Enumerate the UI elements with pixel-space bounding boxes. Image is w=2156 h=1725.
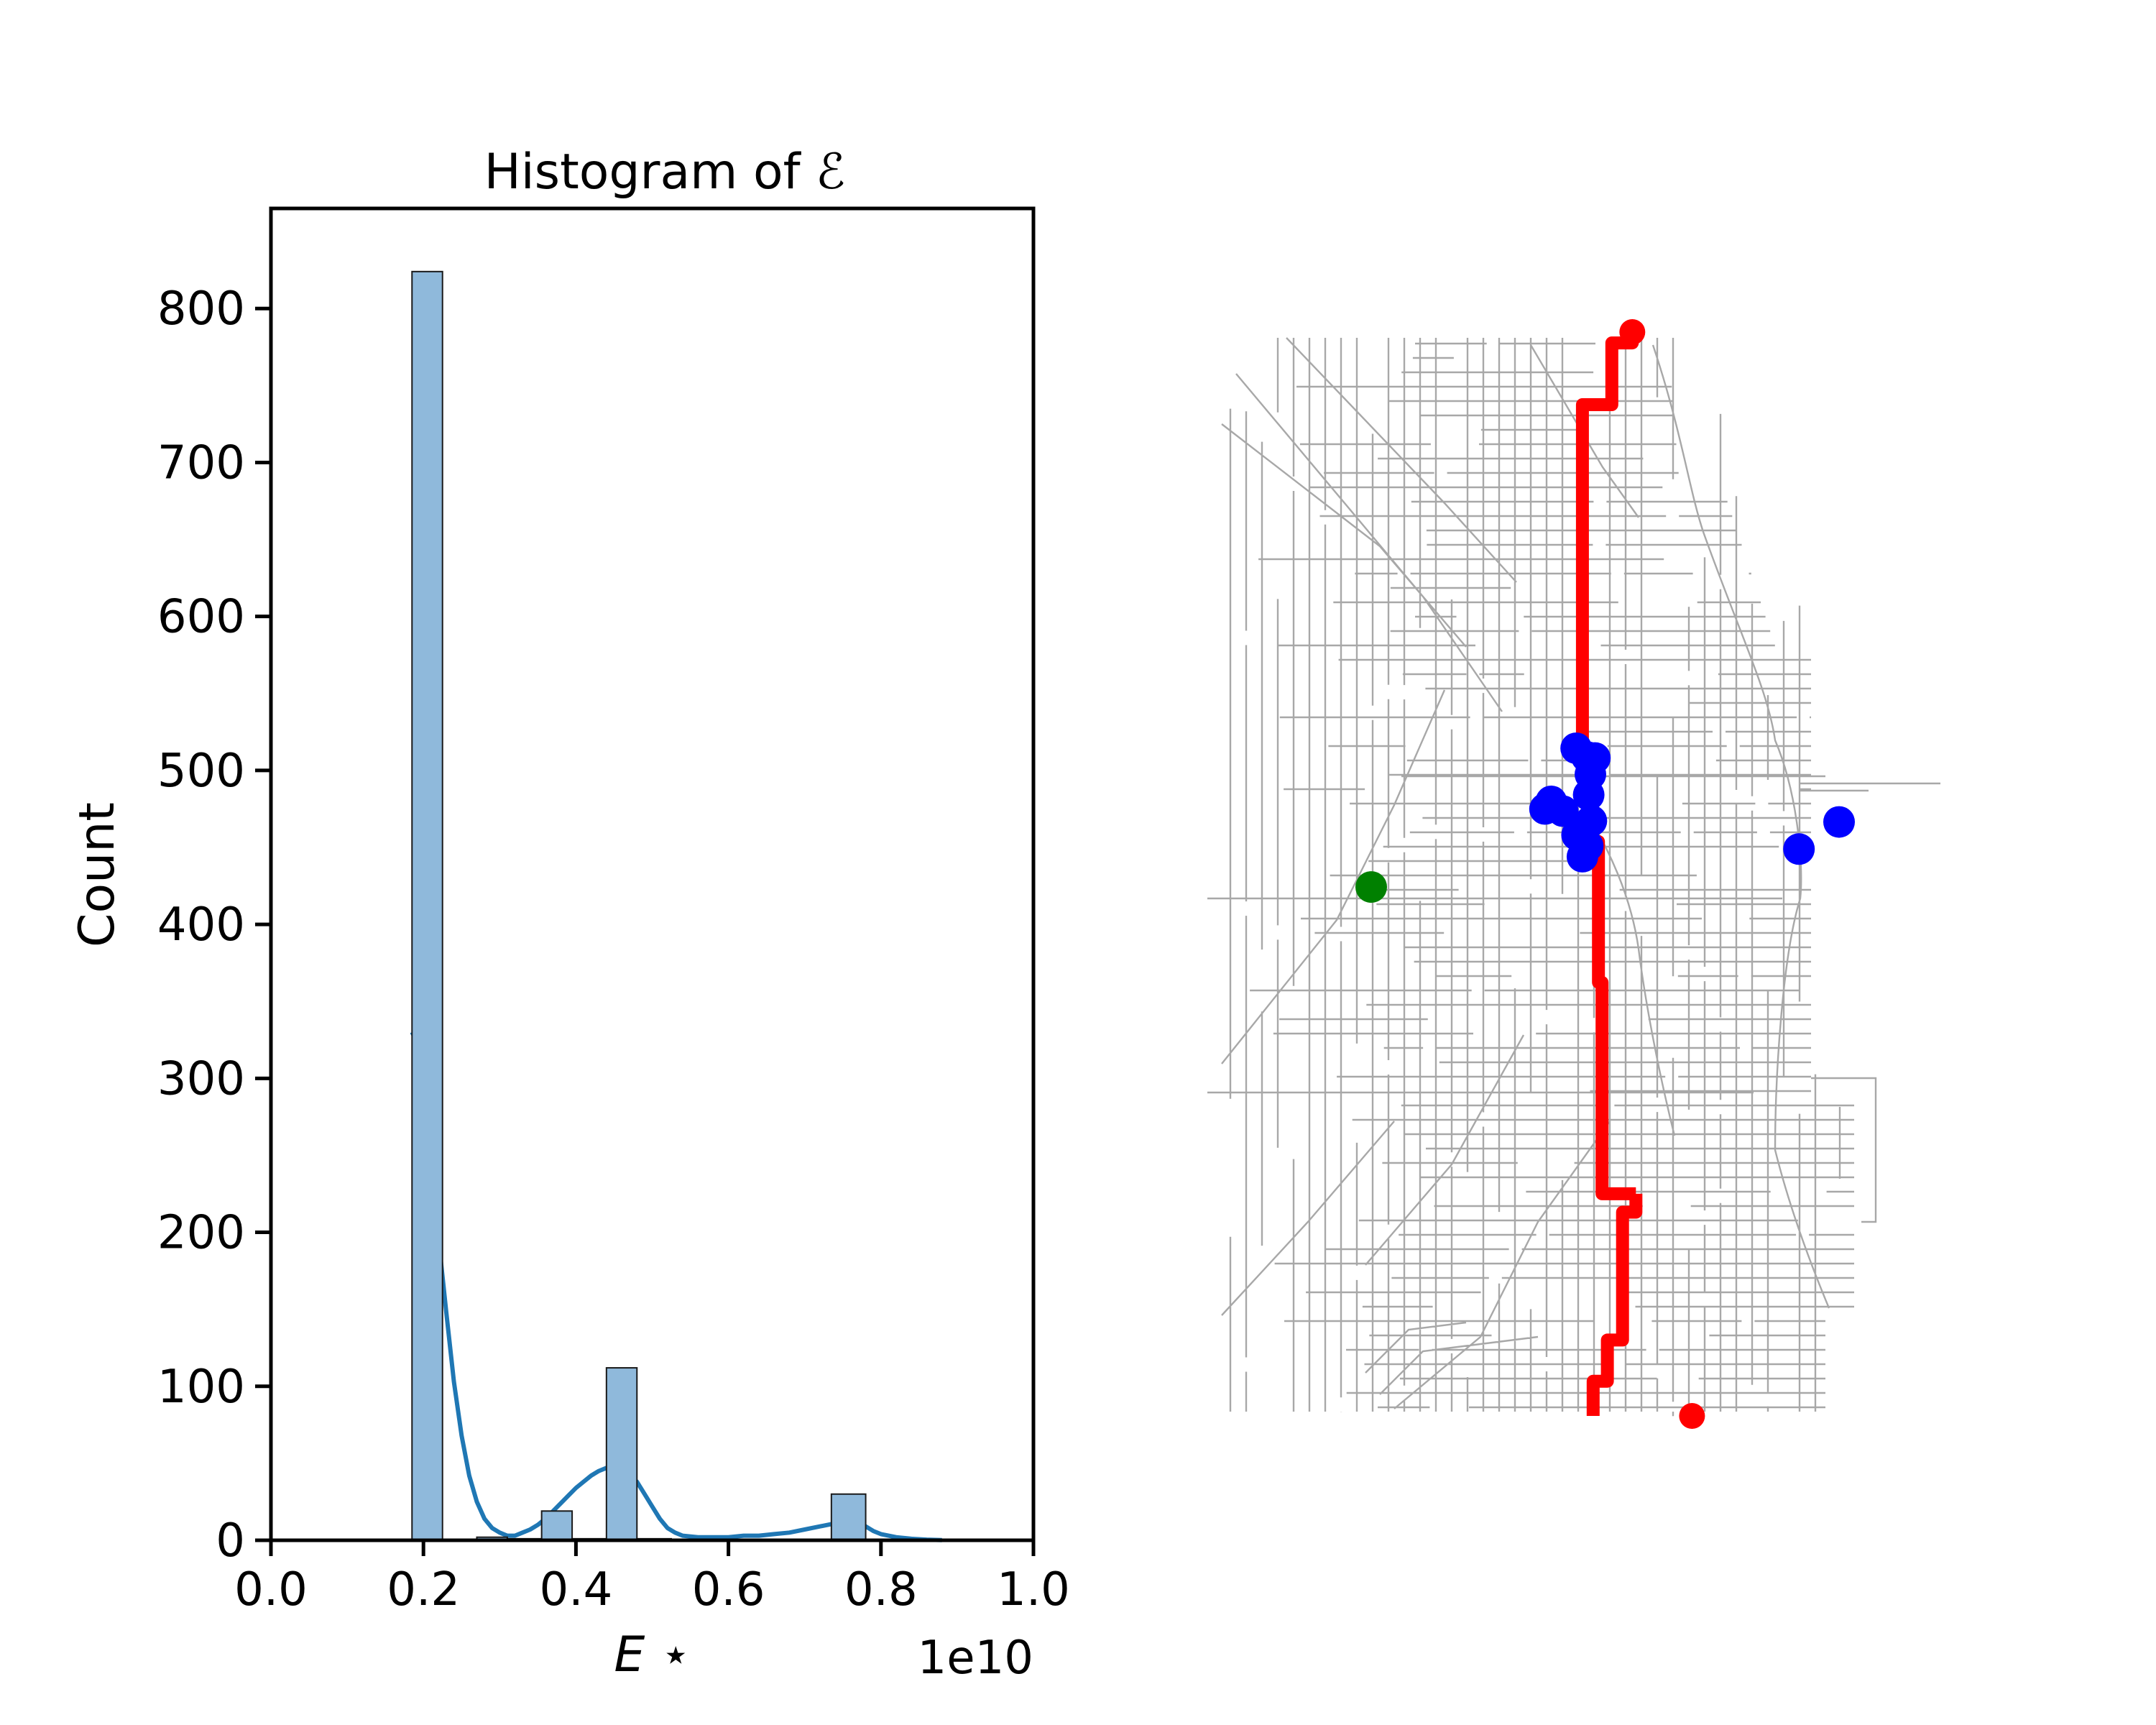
street-network	[1207, 337, 1940, 1417]
green-point-marker	[1355, 871, 1387, 903]
blue-point-marker	[1572, 778, 1605, 811]
route-overlay	[1355, 319, 1855, 1429]
x-tick-label: 0.2	[387, 1563, 460, 1616]
plot-frame	[269, 206, 1036, 1542]
y-axis-label: Count	[69, 802, 126, 947]
x-tick-label: 0.6	[692, 1563, 765, 1616]
route-path	[1586, 1193, 1643, 1416]
y-tick-label: 800	[157, 282, 245, 336]
y-tick-label: 300	[157, 1052, 245, 1105]
y-tick-label: 200	[157, 1207, 245, 1260]
y-tick-label: 700	[157, 436, 245, 489]
x-axis-ticks: 0.0 0.2 0.4 0.6 0.8 1.0	[234, 1540, 1070, 1616]
histogram-bar	[411, 270, 443, 1541]
x-tick-label: 0.0	[234, 1563, 308, 1616]
blue-point-marker	[1529, 793, 1561, 825]
y-axis-ticks: 0 100 200 300 400 500 600 700 800	[157, 282, 271, 1568]
y-tick-label: 0	[216, 1514, 245, 1568]
histogram-bar	[605, 1367, 638, 1541]
blue-point-marker	[1566, 840, 1598, 873]
histogram-title: Histogram of ℰ	[484, 144, 846, 201]
route-endpoint-marker	[1679, 1403, 1705, 1429]
x-axis-label: E ⋆	[614, 1627, 691, 1683]
blue-point-marker	[1575, 805, 1608, 837]
x-axis-offset-label: 1e10	[917, 1632, 1033, 1685]
blue-point-marker	[1783, 833, 1815, 865]
y-tick-label: 400	[157, 898, 245, 952]
y-tick-label: 500	[157, 745, 245, 798]
street-lines	[1207, 337, 1940, 1417]
kde-curve	[410, 1031, 942, 1542]
kde-layer	[410, 1031, 942, 1542]
x-tick-label: 0.8	[844, 1563, 918, 1616]
histogram-chart: Histogram of ℰ 0.0 0.2 0.4 0.6 0.8 1.0 0 100 20…	[69, 144, 1070, 1685]
bars-layer	[411, 270, 867, 1542]
blue-point-marker	[1579, 742, 1611, 774]
x-tick-label: 1.0	[997, 1563, 1070, 1616]
street-map	[1207, 319, 1940, 1429]
route-endpoint-marker	[1619, 319, 1646, 345]
histogram-title-text: Histogram of ℰ	[484, 144, 846, 201]
y-tick-label: 600	[157, 591, 245, 644]
y-tick-label: 100	[157, 1361, 245, 1414]
x-tick-label: 0.4	[540, 1563, 613, 1616]
histogram-bar	[540, 1510, 573, 1542]
histogram-bar	[830, 1493, 867, 1542]
blue-point-marker	[1823, 806, 1855, 838]
